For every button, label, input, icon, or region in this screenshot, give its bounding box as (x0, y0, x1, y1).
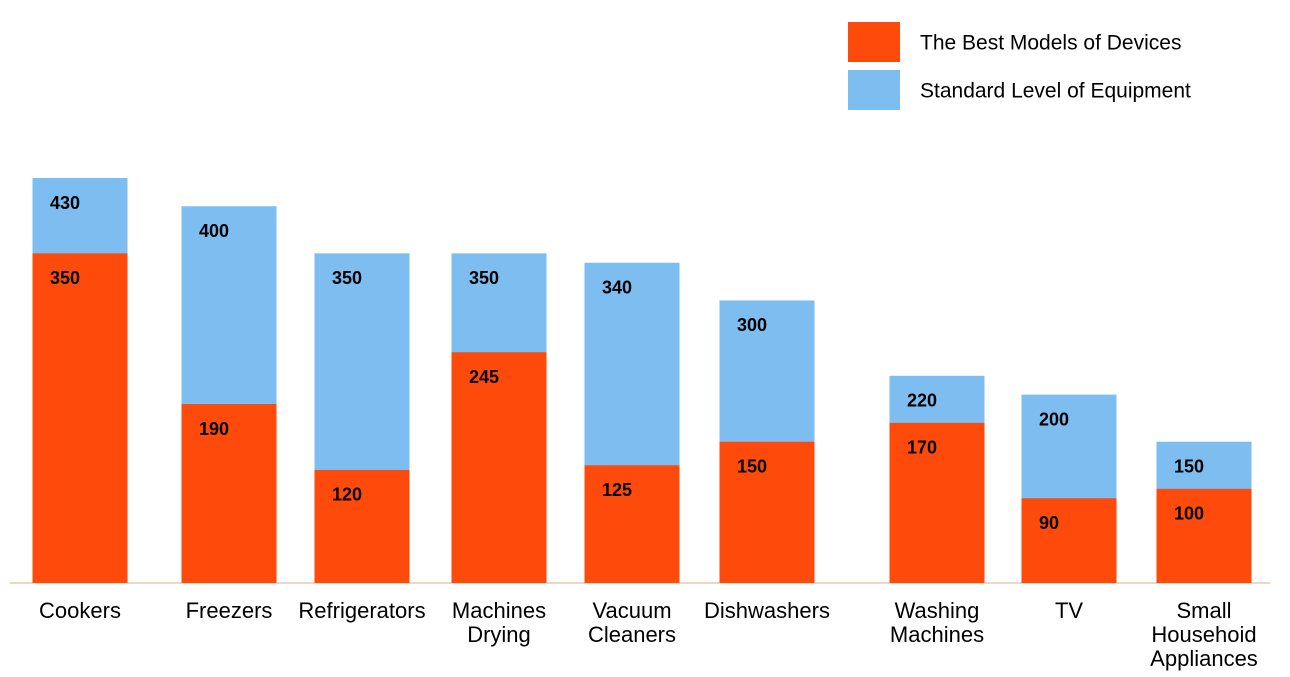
value-label: 170 (907, 438, 937, 458)
value-label: 350 (50, 268, 80, 288)
x-tick-label: Small Househoid Appliances (1150, 598, 1258, 671)
legend: The Best Models of Devices Standard Level… (848, 22, 1191, 110)
bar (719, 441, 815, 583)
x-tick-label: Washing Machines (890, 598, 984, 647)
x-tick-label: Dishwashers (704, 598, 830, 623)
value-label: 430 (50, 193, 80, 213)
value-label: 340 (602, 278, 632, 298)
value-label: 150 (1174, 456, 1204, 476)
x-tick-label: Refrigerators (298, 598, 425, 623)
value-label: 100 (1174, 504, 1204, 524)
legend-swatch (848, 22, 900, 62)
value-label: 245 (469, 367, 499, 387)
bar (451, 352, 547, 583)
value-label: 220 (907, 391, 937, 411)
x-tick-label: Freezers (186, 598, 273, 623)
legend-label: The Best Models of Devices (920, 32, 1181, 55)
bar (1021, 498, 1117, 583)
bar (889, 422, 985, 583)
bar (1156, 488, 1252, 583)
value-label: 200 (1039, 409, 1069, 429)
x-tick-label: TV (1055, 598, 1083, 623)
bar (32, 253, 128, 584)
x-tick-label: Vacuum Cleaners (588, 598, 676, 647)
value-label: 90 (1039, 513, 1059, 533)
bar (314, 469, 410, 583)
bar (181, 404, 277, 583)
legend-label: Standard Level of Equipment (920, 80, 1191, 103)
legend-swatch (848, 70, 900, 110)
value-label: 300 (737, 315, 767, 335)
value-label: 400 (199, 221, 229, 241)
value-label: 125 (602, 480, 632, 500)
value-label: 350 (332, 268, 362, 288)
value-label: 120 (332, 485, 362, 505)
bar (584, 465, 680, 583)
x-tick-label: Cookers (39, 598, 121, 623)
x-tick-label: Machines Drying (452, 598, 546, 647)
value-label: 190 (199, 419, 229, 439)
value-label: 150 (737, 456, 767, 476)
value-label: 350 (469, 268, 499, 288)
